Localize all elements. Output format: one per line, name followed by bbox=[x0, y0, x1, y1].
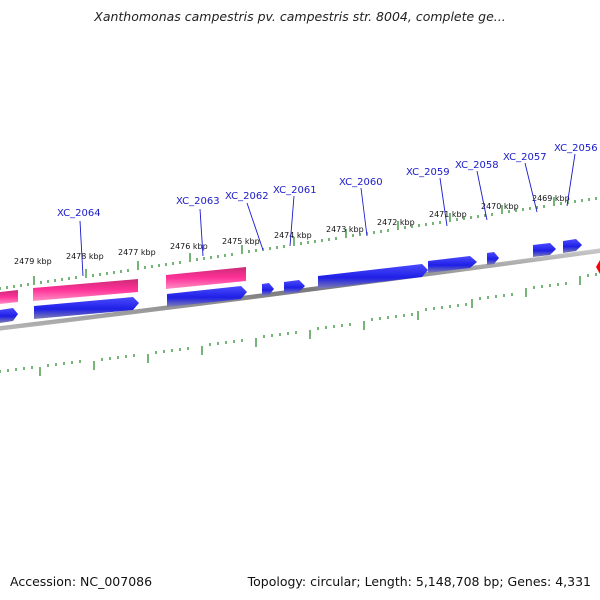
cds-arrow[interactable] bbox=[563, 239, 582, 253]
gene-label-xc-2061[interactable]: XC_2061 bbox=[273, 185, 317, 196]
kbp-label: 2474 kbp bbox=[274, 231, 312, 240]
kbp-label: 2475 kbp bbox=[222, 237, 260, 246]
kbp-label: 2469 kbp bbox=[532, 194, 570, 203]
gene-label-xc-2064[interactable]: XC_2064 bbox=[57, 208, 101, 219]
cds-arrow[interactable] bbox=[262, 283, 274, 296]
pink-feature[interactable] bbox=[33, 279, 138, 301]
kbp-label: 2479 kbp bbox=[14, 257, 52, 266]
outer-strand-features bbox=[0, 267, 246, 304]
cds-arrow[interactable] bbox=[0, 308, 18, 323]
cds-arrow[interactable] bbox=[318, 264, 428, 289]
kbp-label: 2476 kbp bbox=[170, 242, 208, 251]
cds-arrow[interactable] bbox=[487, 252, 499, 265]
cds-arrow[interactable] bbox=[284, 280, 305, 294]
cds-features bbox=[0, 239, 582, 323]
gene-label-xc-2059[interactable]: XC_2059 bbox=[406, 167, 450, 178]
kbp-scale-labels: 2479 kbp 2478 kbp 2477 kbp 2476 kbp 2475… bbox=[14, 194, 570, 266]
kbp-label: 2478 kbp bbox=[66, 252, 104, 261]
gene-label-xc-2062[interactable]: XC_2062 bbox=[225, 191, 269, 202]
gene-leader-lines bbox=[79, 153, 576, 277]
kbp-label: 2473 kbp bbox=[326, 225, 364, 234]
kbp-label: 2470 kbp bbox=[481, 202, 519, 211]
kbp-label: 2477 kbp bbox=[118, 248, 156, 257]
cds-arrow[interactable] bbox=[533, 243, 556, 257]
gene-label-xc-2058[interactable]: XC_2058 bbox=[455, 160, 499, 171]
map-title: Xanthomonas campestris pv. campestris st… bbox=[94, 9, 506, 24]
gene-label-xc-2056[interactable]: XC_2056 bbox=[554, 143, 598, 154]
cds-arrow[interactable] bbox=[167, 286, 247, 307]
pink-feature[interactable] bbox=[166, 267, 246, 289]
gene-label-xc-2063[interactable]: XC_2063 bbox=[176, 196, 220, 207]
cds-arrow[interactable] bbox=[34, 297, 139, 319]
red-feature-marker[interactable] bbox=[596, 260, 600, 274]
kbp-label: 2472 kbp bbox=[377, 218, 415, 227]
accession-text: Accession: NC_007086 bbox=[10, 574, 153, 589]
kbp-label: 2471 kbp bbox=[429, 210, 467, 219]
gene-label-xc-2060[interactable]: XC_2060 bbox=[339, 177, 383, 188]
cds-arrow[interactable] bbox=[428, 256, 477, 273]
genome-summary-text: Topology: circular; Length: 5,148,708 bp… bbox=[247, 574, 591, 589]
pink-feature[interactable] bbox=[0, 290, 18, 304]
gene-labels: XC_2064 XC_2063 XC_2062 XC_2061 XC_2060 … bbox=[57, 143, 598, 219]
inner-tick-ruler bbox=[0, 273, 597, 376]
gene-label-xc-2057[interactable]: XC_2057 bbox=[503, 152, 547, 163]
